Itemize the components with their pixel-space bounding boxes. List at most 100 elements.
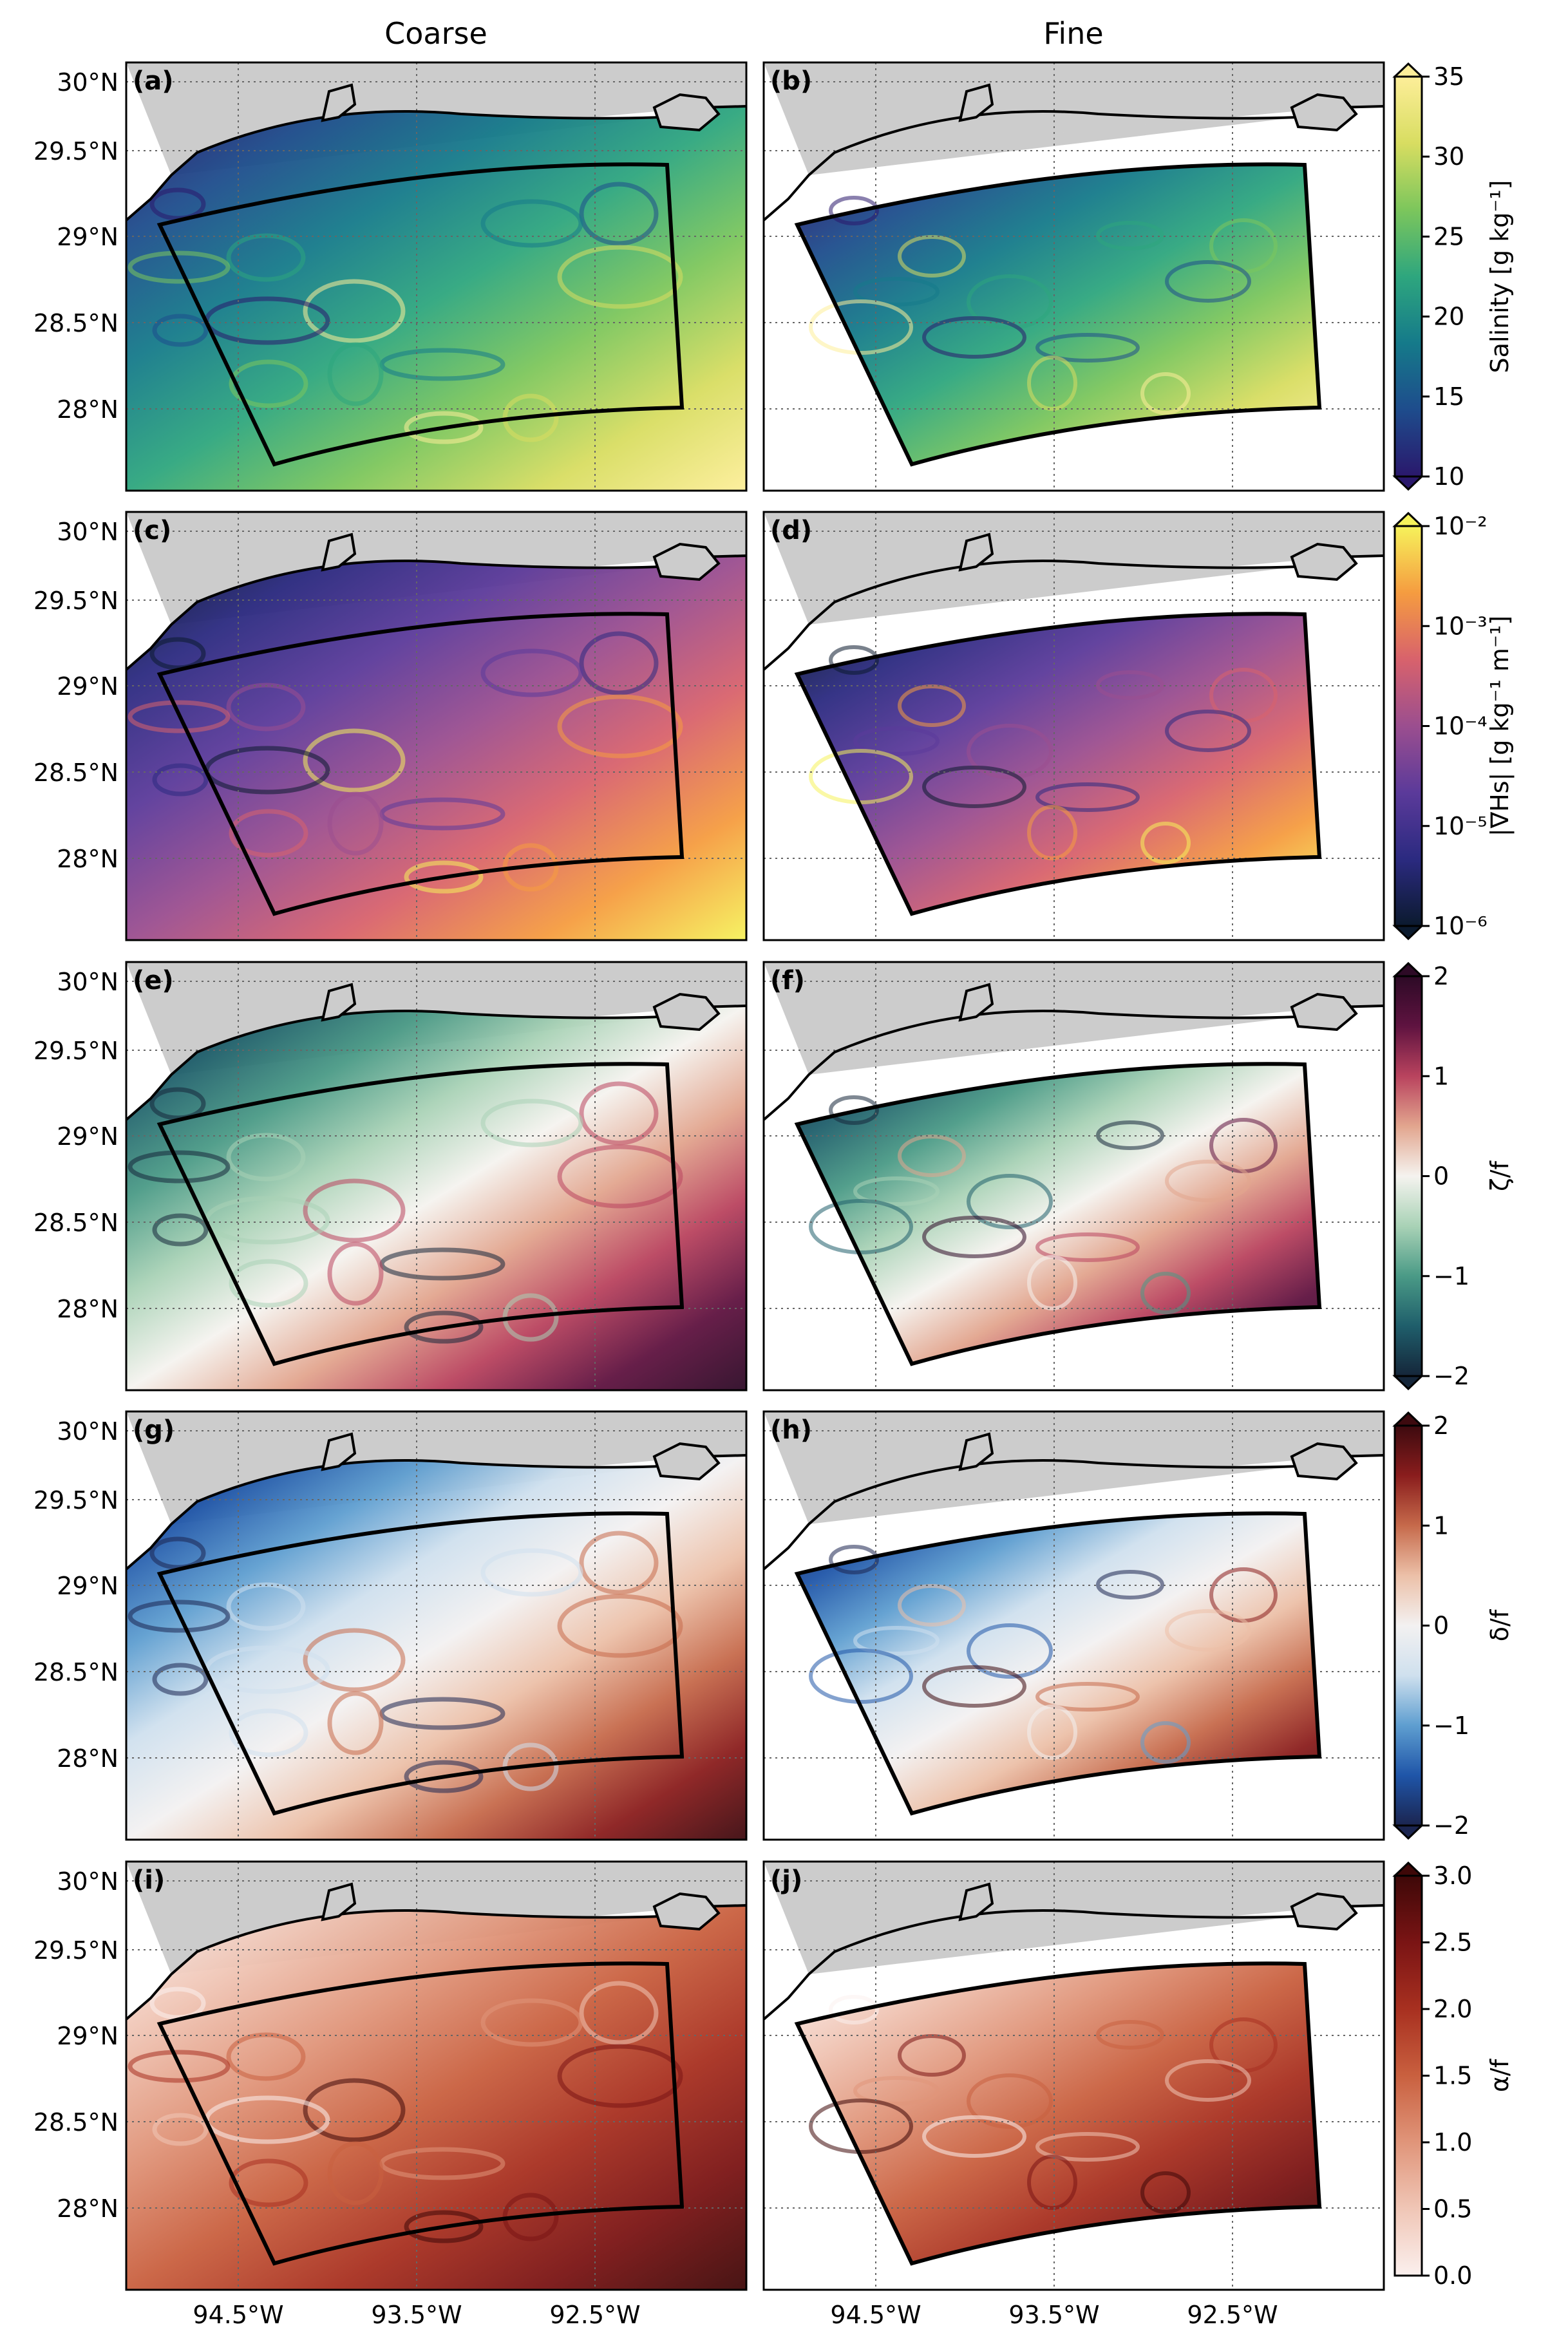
lon-tick: 94.5°W xyxy=(830,2301,921,2329)
lat-tick: 30°N xyxy=(57,518,118,546)
lat-tick: 29°N xyxy=(57,1572,118,1600)
lat-tick: 29.5°N xyxy=(33,587,118,615)
lat-tick: 29.5°N xyxy=(33,1936,118,1965)
colorbar-tick: 0 xyxy=(1433,1612,1449,1640)
colorbar-label: δ/f xyxy=(1486,1609,1514,1641)
colorbar-tick: 0.0 xyxy=(1433,2261,1472,2290)
lat-tick: 29.5°N xyxy=(33,137,118,165)
colorbar-tick: 10⁻⁶ xyxy=(1433,912,1488,940)
lat-tick: 28.5°N xyxy=(33,1209,118,1237)
lat-tick: 29.5°N xyxy=(33,1486,118,1514)
colorbar-tick: 20 xyxy=(1433,303,1464,331)
colorbar-tick: −1 xyxy=(1433,1712,1469,1740)
panel-label: (j) xyxy=(770,1865,802,1895)
colorbar-label: |∇Hs| [g kg⁻¹ m⁻¹] xyxy=(1486,616,1515,836)
colorbar-label: ζ/f xyxy=(1486,1160,1514,1191)
colorbar-extend-min xyxy=(1395,926,1422,939)
colorbar-tick: −2 xyxy=(1433,1811,1469,1840)
colorbar-extend-min xyxy=(1395,476,1422,489)
colorbar-label: Salinity [g kg⁻¹] xyxy=(1486,180,1514,373)
lat-tick: 29°N xyxy=(57,1122,118,1151)
colorbar-extend-max xyxy=(1395,963,1422,976)
panel-a: (a)30°N29.5°N29°N28.5°N28°N xyxy=(33,62,746,491)
colorbar-tick: 0.5 xyxy=(1433,2195,1472,2223)
colorbar-extend-max xyxy=(1395,64,1422,77)
panel-g: (g) 30°N 29.5°N 29°N 28.5°N 28°N xyxy=(33,1411,746,1840)
panel-c: (c) 30°N 29.5°N 29°N 28.5°N 28°N xyxy=(33,512,746,940)
panel-label: (a) xyxy=(133,66,174,96)
lat-tick: 29°N xyxy=(57,223,118,251)
lon-tick: 94.5°W xyxy=(193,2301,283,2329)
lon-tick: 93.5°W xyxy=(1008,2301,1099,2329)
colorbar-tick: 1.0 xyxy=(1433,2128,1472,2156)
panel-label: (i) xyxy=(133,1865,165,1895)
colorbar-tick: 30 xyxy=(1433,142,1464,171)
lat-tick: 28°N xyxy=(57,845,118,873)
lat-tick: 28°N xyxy=(57,1295,118,1323)
panel-j: (j) xyxy=(764,1862,1384,2290)
colorbar-label: α/f xyxy=(1486,2058,1514,2092)
panel-label: (b) xyxy=(770,66,812,96)
lat-tick: 30°N xyxy=(57,1417,118,1446)
panel-label: (e) xyxy=(133,966,174,995)
colorbar-tick: 0 xyxy=(1433,1162,1449,1191)
lat-tick: 29°N xyxy=(57,672,118,701)
panel-label: (g) xyxy=(133,1415,175,1445)
colorbar-tick: 10 xyxy=(1433,462,1464,491)
col-title-fine: Fine xyxy=(1043,16,1103,51)
lat-tick: 28.5°N xyxy=(33,1658,118,1686)
colorbar-tick: 2.5 xyxy=(1433,1929,1472,1957)
panel-label: (c) xyxy=(133,516,171,545)
lat-tick: 28°N xyxy=(57,1744,118,1773)
panel-rows: (a)30°N29.5°N29°N28.5°N28°N(b) 3530252015… xyxy=(33,62,1515,2290)
lat-tick: 29°N xyxy=(57,2022,118,2050)
colorbar-tick: 2 xyxy=(1433,962,1449,990)
colorbar-tick: −2 xyxy=(1433,1362,1469,1390)
colorbar-tick: 10⁻⁵ xyxy=(1433,812,1488,840)
lon-tick: 92.5°W xyxy=(1187,2301,1278,2329)
lat-tick: 28°N xyxy=(57,395,118,424)
panel-f: (f) xyxy=(764,962,1384,1390)
colorbar-tick: 10⁻² xyxy=(1433,512,1488,540)
colorbar-tick: −1 xyxy=(1433,1262,1469,1290)
colorbar-tick: 10⁻⁴ xyxy=(1433,712,1488,741)
colorbar-tick: 3.0 xyxy=(1433,1862,1472,1890)
colorbar-tick: 35 xyxy=(1433,62,1464,91)
colorbar-salinity-gradient: 10⁻² 10⁻³ 10⁻⁴ 10⁻⁵ 10⁻⁶ |∇Hs| [g kg⁻¹ m⁻¹] xyxy=(1395,512,1515,940)
panel-h: (h) xyxy=(764,1411,1384,1840)
panel-label: (f) xyxy=(770,966,805,995)
colorbar-extend-max xyxy=(1395,1863,1422,1876)
colorbar-tick: 1 xyxy=(1433,1062,1449,1090)
lon-tick: 93.5°W xyxy=(371,2301,462,2329)
colorbar-vorticity: 2 1 0 −1 −2 ζ/f xyxy=(1395,962,1514,1390)
colorbar-tick: 1 xyxy=(1433,1511,1449,1540)
colorbar-tick: 1.5 xyxy=(1433,2062,1472,2090)
colorbar-divergence: 2 1 0 −1 −2 δ/f xyxy=(1395,1411,1514,1840)
lat-tick: 29.5°N xyxy=(33,1037,118,1065)
lat-tick: 28.5°N xyxy=(33,2108,118,2137)
lon-axis-left: 94.5°W 93.5°W 92.5°W xyxy=(193,2301,640,2329)
colorbar-extend-min xyxy=(1395,1376,1422,1389)
lat-tick: 30°N xyxy=(57,968,118,996)
colorbar-extend-max xyxy=(1395,513,1422,526)
colorbar-salinity: 35 30 25 20 15 10 Salinity [g kg⁻¹] xyxy=(1395,62,1514,491)
colorbar-strain: 3.0 2.5 2.0 1.5 1.0 0.5 0.0 α/f xyxy=(1395,1862,1514,2290)
panel-label: (d) xyxy=(770,516,812,545)
colorbar-tick: 2 xyxy=(1433,1411,1449,1440)
lon-axis-right: 94.5°W 93.5°W 92.5°W xyxy=(830,2301,1278,2329)
lat-tick: 28.5°N xyxy=(33,309,118,337)
col-title-coarse: Coarse xyxy=(384,16,487,51)
colorbar-extend-min xyxy=(1395,1826,1422,1838)
panel-i: (i) 30°N 29.5°N 29°N 28.5°N 28°N xyxy=(33,1862,746,2290)
panel-label: (h) xyxy=(770,1415,812,1445)
colorbar-extend-max xyxy=(1395,1413,1422,1426)
lat-tick: 30°N xyxy=(57,1867,118,1896)
colorbar-tick: 10⁻³ xyxy=(1433,612,1488,640)
colorbar-tick: 25 xyxy=(1433,222,1464,250)
colorbar-tick: 15 xyxy=(1433,382,1464,411)
lat-tick: 28°N xyxy=(57,2194,118,2223)
panel-e: (e) 30°N 29.5°N 29°N 28.5°N 28°N xyxy=(33,962,746,1390)
lon-tick: 92.5°W xyxy=(549,2301,640,2329)
lat-tick: 28.5°N xyxy=(33,759,118,787)
